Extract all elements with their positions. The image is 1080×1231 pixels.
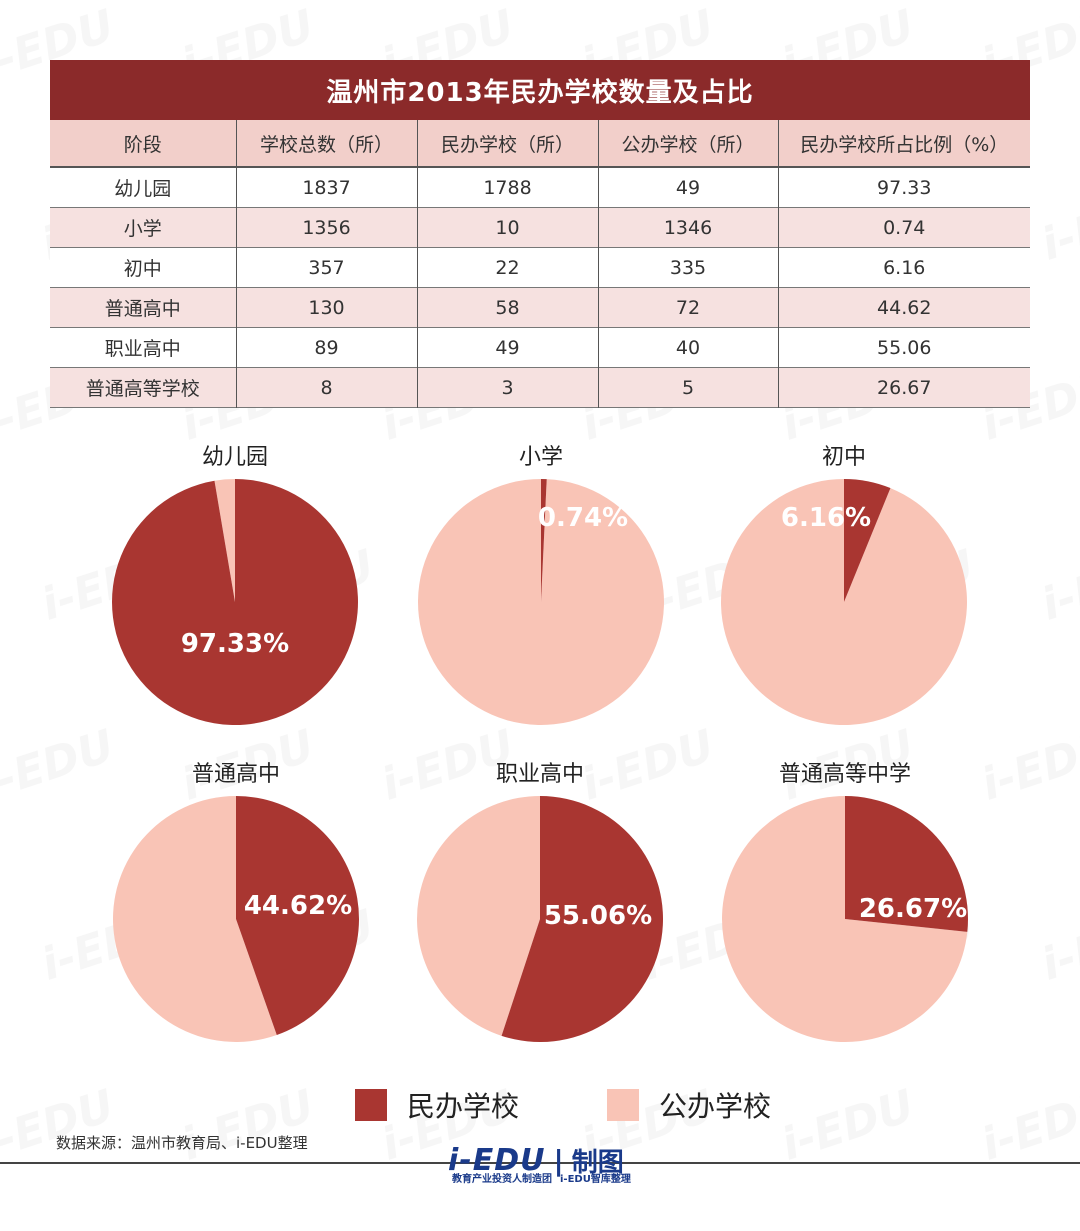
cell-total: 1356 bbox=[235, 207, 417, 248]
cell-private: 10 bbox=[416, 207, 598, 248]
cell-private: 3 bbox=[416, 367, 598, 408]
cell-public: 335 bbox=[597, 247, 778, 288]
pie-title: 幼儿园 bbox=[201, 445, 268, 470]
watermark-text: i-EDU bbox=[1035, 540, 1080, 631]
table-row: 普通高等学校 8 3 5 26.67 bbox=[50, 367, 1030, 408]
pie-slice-public bbox=[417, 479, 664, 725]
watermark-text: i-EDU bbox=[0, 720, 121, 811]
cell-total: 89 bbox=[235, 327, 417, 368]
pie-title: 初中 bbox=[821, 445, 866, 470]
legend-item-public: 公办学校 bbox=[607, 1085, 771, 1125]
pie-chart: 97.33% bbox=[112, 479, 359, 725]
table-row: 初中 357 22 335 6.16 bbox=[50, 247, 1030, 288]
pie-data-label: 97.33% bbox=[181, 629, 289, 659]
table-row: 职业高中 89 49 40 55.06 bbox=[50, 327, 1030, 368]
legend-label-public: 公办学校 bbox=[659, 1090, 772, 1123]
pie-slice-private bbox=[236, 796, 359, 1036]
pie-data-label: 0.74% bbox=[538, 503, 628, 533]
cell-total: 130 bbox=[235, 287, 417, 328]
pie-chart: 55.06% bbox=[417, 796, 663, 1042]
table-row: 幼儿园 1837 1788 49 97.33 bbox=[50, 167, 1030, 208]
watermark-text: i-EDU bbox=[175, 1080, 321, 1171]
pie-slice-private bbox=[541, 479, 547, 602]
table-row: 小学 1356 10 1346 0.74 bbox=[50, 207, 1030, 248]
cell-ratio: 55.06 bbox=[777, 327, 1030, 368]
table-row: 普通高中 130 58 72 44.62 bbox=[50, 287, 1030, 328]
pie-slice-public bbox=[214, 479, 235, 602]
cell-public: 72 bbox=[597, 287, 778, 328]
header-private-ratio: 民办学校所占比例（%） bbox=[777, 120, 1030, 168]
pie-chart: 0.74% bbox=[417, 479, 664, 725]
pie-title: 普通高等中学 bbox=[778, 762, 911, 787]
pie-data-label: 6.16% bbox=[781, 503, 871, 533]
legend-swatch-public bbox=[607, 1089, 640, 1121]
cell-public: 1346 bbox=[597, 207, 778, 248]
cell-ratio: 26.67 bbox=[777, 367, 1030, 408]
cell-stage: 职业高中 bbox=[50, 327, 236, 368]
cell-private: 22 bbox=[416, 247, 598, 288]
header-public: 公办学校（所） bbox=[597, 120, 778, 168]
legend-item-private: 民办学校 bbox=[355, 1085, 519, 1125]
pie-data-label: 26.67% bbox=[859, 894, 967, 924]
cell-stage: 普通高中 bbox=[50, 287, 236, 328]
pie-slice-public bbox=[722, 796, 968, 1042]
watermark-text: i-EDU bbox=[975, 720, 1080, 811]
watermark-text: i-EDU bbox=[1035, 900, 1080, 991]
pie-title: 普通高中 bbox=[191, 762, 280, 787]
pie-slice-public bbox=[417, 796, 540, 1036]
brand-main-text: i-EDU bbox=[448, 1143, 546, 1178]
data-table-panel: 温州市2013年民办学校数量及占比 阶段 学校总数（所） 民办学校（所） 公办学… bbox=[50, 60, 1030, 408]
pie-slice-private bbox=[844, 479, 891, 602]
brand-subtitle-right: i-EDU智库整理 bbox=[560, 1174, 631, 1185]
brand-second-text: 制图 bbox=[571, 1148, 624, 1178]
data-source-note: 数据来源：温州市教育局、i-EDU整理 bbox=[56, 1134, 308, 1152]
cell-private: 49 bbox=[416, 327, 598, 368]
header-private: 民办学校（所） bbox=[416, 120, 598, 168]
header-total: 学校总数（所） bbox=[235, 120, 417, 168]
cell-stage: 普通高等学校 bbox=[50, 367, 236, 408]
cell-ratio: 6.16 bbox=[777, 247, 1030, 288]
pie-title: 职业高中 bbox=[495, 762, 584, 787]
pie-title: 小学 bbox=[518, 445, 563, 470]
cell-total: 8 bbox=[235, 367, 417, 408]
watermark-text: i-EDU bbox=[0, 1080, 121, 1171]
pie-slice-public bbox=[112, 796, 277, 1042]
data-table: 阶段 学校总数（所） 民办学校（所） 公办学校（所） 民办学校所占比例（%） 幼… bbox=[50, 120, 1030, 408]
brand-logo: i-EDU | 制图 bbox=[448, 1142, 624, 1179]
footer-divider bbox=[0, 1162, 1080, 1164]
cell-ratio: 97.33 bbox=[777, 167, 1030, 208]
cell-private: 1788 bbox=[416, 167, 598, 208]
pie-chart: 44.62% bbox=[112, 796, 359, 1042]
cell-ratio: 0.74 bbox=[777, 207, 1030, 248]
pie-data-label: 55.06% bbox=[544, 901, 652, 931]
legend-label-private: 民办学校 bbox=[407, 1090, 520, 1123]
cell-ratio: 44.62 bbox=[777, 287, 1030, 328]
cell-total: 357 bbox=[235, 247, 417, 288]
brand-separator: | bbox=[553, 1144, 564, 1177]
cell-stage: 初中 bbox=[50, 247, 236, 288]
cell-total: 1837 bbox=[235, 167, 417, 208]
pie-slice-private bbox=[845, 796, 968, 932]
pie-data-label: 44.62% bbox=[244, 891, 352, 921]
table-header-row: 阶段 学校总数（所） 民办学校（所） 公办学校（所） 民办学校所占比例（%） bbox=[50, 120, 1030, 168]
cell-public: 5 bbox=[597, 367, 778, 408]
pie-slice-private bbox=[501, 796, 663, 1042]
legend: 民办学校 公办学校 bbox=[355, 1085, 859, 1125]
pie-slice-private bbox=[112, 479, 359, 725]
table-title: 温州市2013年民办学校数量及占比 bbox=[50, 60, 1030, 120]
pie-chart: 26.67% bbox=[722, 796, 968, 1042]
cell-private: 58 bbox=[416, 287, 598, 328]
watermark-text: i-EDU bbox=[975, 1080, 1080, 1171]
cell-public: 49 bbox=[597, 167, 778, 208]
cell-stage: 幼儿园 bbox=[50, 167, 236, 208]
legend-swatch-private bbox=[355, 1089, 387, 1121]
brand-subtitle-left: 教育产业投资人制造团 bbox=[452, 1174, 552, 1185]
pie-chart: 6.16% bbox=[721, 479, 967, 725]
cell-stage: 小学 bbox=[50, 207, 236, 248]
watermark-text: i-EDU bbox=[1035, 180, 1080, 271]
cell-public: 40 bbox=[597, 327, 778, 368]
header-stage: 阶段 bbox=[50, 120, 236, 168]
